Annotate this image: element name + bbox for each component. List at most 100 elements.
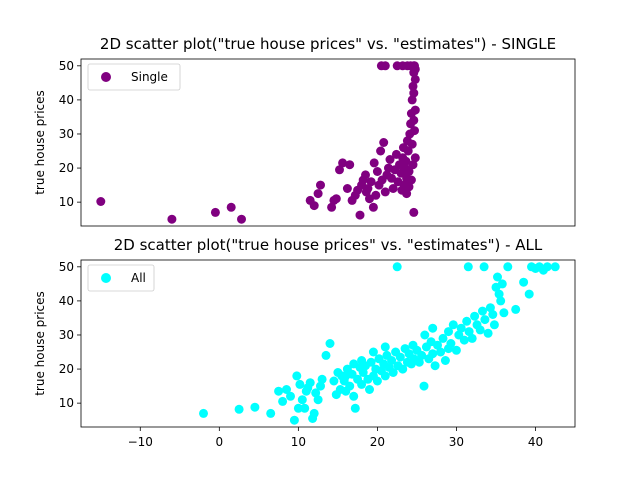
data-point [325,339,335,348]
data-point [300,403,310,413]
data-point [494,289,504,299]
data-point [361,170,370,180]
y-tick-label: 30 [59,328,74,342]
data-point [414,357,424,367]
data-point [274,386,284,396]
data-point [380,342,390,352]
x-tick-label: 0 [215,435,223,449]
data-point [478,306,487,316]
data-point [237,214,246,224]
plot-frame [80,259,576,428]
data-point [309,201,319,211]
data-point [349,391,359,401]
data-point [497,279,507,289]
y-tick-label: 10 [59,195,74,209]
data-point [493,272,502,282]
data-point [199,408,208,418]
data-point [388,368,398,377]
data-point [470,311,480,321]
data-point [480,315,490,325]
x-tick-label: 10 [291,435,306,449]
data-point [401,156,411,166]
data-point [430,361,440,371]
data-point [395,352,405,362]
y-tick-label: 50 [59,59,74,73]
data-point [519,277,529,287]
data-point [365,385,374,394]
data-point [475,325,485,335]
data-point [355,210,365,220]
data-point [408,340,418,350]
data-point [250,402,260,412]
legend-marker [101,72,111,82]
data-point [403,146,413,156]
data-point [404,167,414,176]
scatter-panel-single: 2D scatter plot("true house prices" vs. … [33,35,576,227]
data-point [234,404,244,414]
data-point [376,146,386,156]
y-axis-label: true house prices [33,90,47,195]
data-point [371,190,381,200]
data-point [368,202,378,212]
points-layer [96,61,420,224]
data-point [329,376,339,386]
data-point [311,388,321,398]
data-point [292,371,302,381]
data-point [357,379,367,389]
data-point [410,64,420,74]
legend-marker [101,273,111,283]
data-point [451,345,461,355]
data-point [444,344,453,354]
data-point [438,333,448,343]
y-tick-label: 20 [59,362,74,376]
data-point [464,327,474,337]
data-point [433,340,442,350]
legend: Single [87,63,181,91]
data-point [420,330,430,340]
data-point [295,379,305,389]
data-point [366,357,376,367]
data-point [342,184,352,193]
x-tick-label: 20 [370,435,385,449]
data-point [358,368,368,377]
x-tick-label: 30 [449,435,464,449]
data-point [410,126,419,136]
data-point [409,115,419,125]
data-point [419,381,429,391]
data-point [392,262,402,272]
data-point [488,310,498,319]
data-point [380,371,390,381]
plot-frame [80,58,576,227]
data-point [463,262,473,272]
data-point [408,160,418,170]
data-point [436,347,446,357]
data-point [407,95,417,105]
panel-title: 2D scatter plot("true house prices" vs. … [100,35,556,53]
x-tick-label: 40 [528,435,543,449]
data-point [511,304,521,314]
data-point [167,214,177,224]
data-point [338,158,348,168]
data-point [286,391,295,401]
y-tick-label: 20 [59,161,74,175]
data-point [369,158,379,168]
data-point [387,356,397,365]
data-point [266,408,276,418]
data-point [406,175,416,185]
legend-label: All [131,271,146,285]
data-point [503,262,513,272]
data-point [410,153,420,163]
data-point [388,184,398,193]
data-point [496,296,506,306]
panel-title: 2D scatter plot("true house prices" vs. … [114,236,543,254]
legend-box [87,264,155,292]
data-point [297,395,307,405]
data-point [335,165,344,175]
legend-box [87,63,181,91]
data-point [316,381,325,391]
data-point [444,327,453,337]
data-point [542,262,552,272]
y-tick-label: 40 [59,294,74,308]
data-point [350,403,360,413]
data-point [409,207,419,217]
